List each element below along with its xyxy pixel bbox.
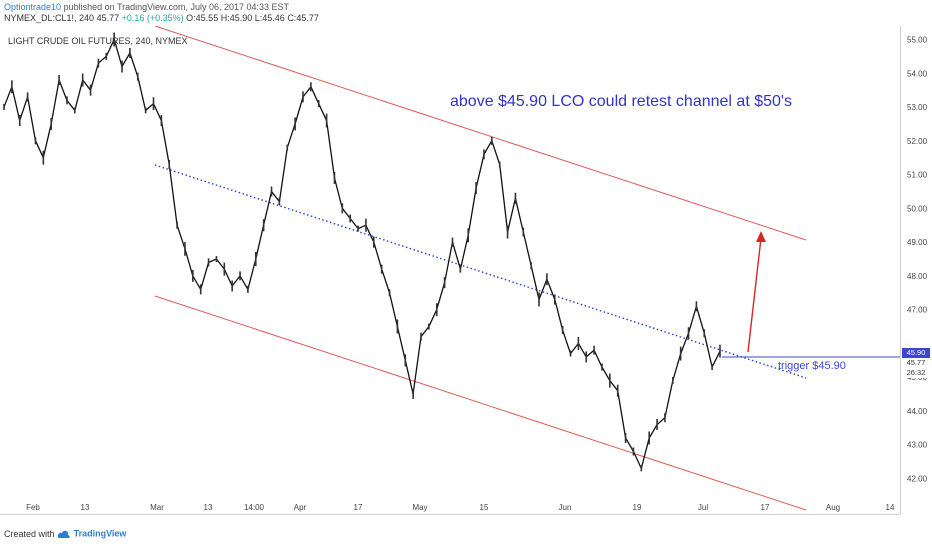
x-tick-label: 15 — [480, 503, 489, 512]
x-tick-label: 19 — [633, 503, 642, 512]
annotation-trigger[interactable]: trigger $45.90 — [778, 360, 846, 372]
y-tick-label: 55.00 — [907, 36, 928, 45]
countdown-tag: 26:32 — [902, 368, 930, 378]
x-tick-label: 13 — [81, 503, 90, 512]
y-tick-label: 44.00 — [907, 407, 928, 416]
y-tick-label: 42.00 — [907, 474, 928, 483]
x-tick-label: 14:00 — [244, 503, 265, 512]
cloud-icon — [57, 530, 70, 538]
open-value: O:45.55 — [186, 13, 219, 23]
x-tick-label: Mar — [150, 503, 164, 512]
symbol-line: NYMEX_DL:CL1!, 240 45.77 +0.16 (+0.35%) … — [4, 13, 319, 23]
chart-header: Optiontrade10 published on TradingView.c… — [0, 0, 932, 26]
x-tick-label: Apr — [294, 503, 307, 512]
upward-arrow — [747, 237, 762, 353]
y-tick-label: 47.00 — [907, 306, 928, 315]
x-tick-label: 17 — [354, 503, 363, 512]
lower-channel-line[interactable] — [154, 295, 807, 511]
y-tick-label: 48.00 — [907, 272, 928, 281]
created-with-text: Created with — [4, 528, 55, 539]
high-value: H:45.90 — [220, 13, 253, 23]
close-value: C:45.77 — [287, 13, 319, 23]
level-price-tag: 45.90 — [902, 348, 930, 358]
arrow-head-icon — [756, 231, 766, 242]
price-axis-labels: 55.00 54.00 53.00 52.00 51.00 50.00 49.00 48.00… — [907, 36, 928, 484]
chart-title: LIGHT CRUDE OIL FUTURES, 240, NYMEX — [8, 36, 188, 46]
publish-info: Optiontrade10 published on TradingView.c… — [4, 2, 289, 12]
x-tick-label: Jul — [698, 503, 708, 512]
low-value: L:45.46 — [254, 13, 285, 23]
last-price-tag: 45.77 — [902, 358, 930, 368]
price-chart[interactable]: above $45.90 LCO could retest channel at… — [0, 25, 900, 514]
x-tick-label: 17 — [761, 503, 770, 512]
price-axis[interactable]: 55.00 54.00 53.00 52.00 51.00 50.00 49.00 48.00… — [900, 26, 932, 514]
y-tick-label: 43.00 — [907, 441, 928, 450]
x-tick-label: Jun — [559, 503, 572, 512]
y-tick-label: 51.00 — [907, 171, 928, 180]
annotation-main[interactable]: above $45.90 LCO could retest channel at… — [450, 93, 792, 110]
x-tick-label: 13 — [204, 503, 213, 512]
price-change: +0.16 (+0.35%) — [121, 13, 184, 23]
x-tick-label: Aug — [826, 503, 840, 512]
price-series-line — [3, 37, 721, 471]
last-price: 45.77 — [96, 13, 120, 23]
y-tick-label: 52.00 — [907, 137, 928, 146]
y-tick-label: 49.00 — [907, 238, 928, 247]
upper-channel-line[interactable] — [154, 25, 807, 241]
x-tick-label: Feb — [26, 503, 40, 512]
footer: Created with TradingView — [0, 528, 932, 550]
symbol-name: NYMEX_DL:CL1!, 240 — [4, 13, 95, 23]
y-tick-label: 53.00 — [907, 103, 928, 112]
x-tick-label: 14 — [886, 503, 895, 512]
publish-text: published on TradingView.com, July 06, 2… — [63, 2, 290, 12]
chart-pane[interactable]: above $45.90 LCO could retest channel at… — [0, 25, 900, 515]
x-tick-label: May — [412, 503, 427, 512]
tradingview-brand[interactable]: TradingView — [73, 528, 127, 539]
y-tick-label: 54.00 — [907, 69, 928, 78]
y-tick-label: 50.00 — [907, 204, 928, 213]
author-link[interactable]: Optiontrade10 — [4, 2, 62, 12]
